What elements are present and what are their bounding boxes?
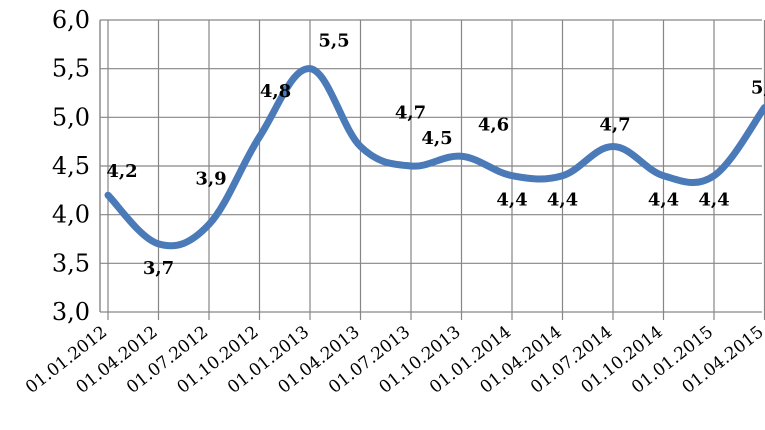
data-point (560, 173, 566, 179)
data-label: 4,4 (698, 190, 729, 211)
y-tick-label: 5,0 (52, 103, 90, 131)
y-tick-label: 6,0 (52, 6, 90, 34)
data-point (661, 173, 667, 179)
data-label: 4,2 (106, 161, 137, 182)
series-line-group (104, 65, 765, 250)
data-label: 5,1 (751, 78, 765, 99)
y-axis: 3,0 3,5 4,0 4,5 5,0 5,5 6,0 (52, 6, 90, 326)
data-label: 3,7 (143, 258, 174, 279)
data-label: 4,5 (421, 128, 452, 149)
y-tick-label: 5,5 (52, 55, 90, 83)
y-tick-label: 3,5 (52, 249, 90, 277)
data-label: 4,7 (395, 103, 426, 124)
data-point (105, 192, 111, 198)
data-point (257, 134, 263, 140)
data-point (610, 144, 616, 150)
data-point (711, 173, 717, 179)
data-point (206, 221, 212, 227)
data-label: 4,4 (648, 190, 679, 211)
y-tick-label: 3,0 (52, 298, 90, 326)
data-label: 4,7 (599, 115, 630, 136)
data-label: 3,9 (195, 168, 226, 189)
data-label: 4,6 (478, 114, 509, 135)
data-point (156, 241, 162, 247)
y-tick-label: 4,0 (52, 201, 90, 229)
data-label: 5,5 (318, 31, 349, 52)
data-point (459, 153, 465, 159)
x-axis: 01.01.201201.04.201201.07.201201.10.2012… (22, 322, 765, 398)
data-label: 4,8 (260, 81, 291, 102)
data-point (408, 163, 414, 169)
data-point (307, 66, 313, 72)
data-label: 4,4 (496, 190, 527, 211)
data-point (509, 173, 515, 179)
series-line (104, 65, 765, 250)
data-point (358, 144, 364, 150)
data-labels: 4,2 3,7 3,9 4,8 5,5 4,7 4,5 4,6 4,4 4,4 4,7 4,4 4,4 5… (106, 31, 765, 279)
y-tick-label: 4,5 (52, 152, 90, 180)
data-label: 4,4 (547, 190, 578, 211)
